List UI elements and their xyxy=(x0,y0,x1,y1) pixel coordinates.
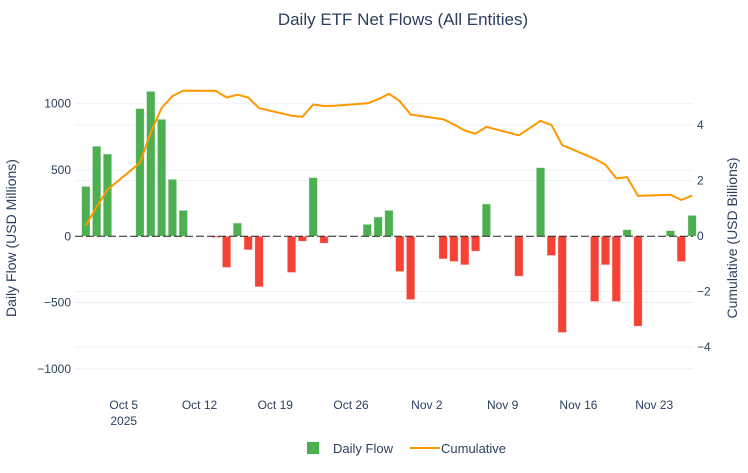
y-tick-label: 0 xyxy=(64,229,71,243)
flow-bar xyxy=(665,230,676,237)
flow-bar xyxy=(589,235,600,303)
flow-bar xyxy=(557,235,567,334)
flow-bar xyxy=(221,235,232,268)
flow-bar xyxy=(687,214,697,237)
x-tick-label: Nov 23 xyxy=(635,398,673,412)
flow-bar xyxy=(460,235,470,266)
x-tick-label: Nov 16 xyxy=(559,398,597,412)
flow-bar xyxy=(481,203,492,237)
flow-bar xyxy=(254,235,264,288)
flow-bar xyxy=(243,235,253,251)
flow-bar xyxy=(146,90,156,237)
y2-axis-title: Cumulative (USD Billions) xyxy=(724,157,740,318)
flow-bar xyxy=(470,235,481,252)
legend[interactable]: Daily Flow Cumulative xyxy=(307,441,506,456)
flow-bar xyxy=(405,235,416,301)
bars xyxy=(81,90,697,334)
flow-bar xyxy=(546,235,557,257)
flow-bar xyxy=(600,235,611,266)
flow-bar xyxy=(438,235,448,260)
x-tick-label: Nov 2 xyxy=(411,398,443,412)
y2-tick-label: 4 xyxy=(697,118,704,132)
x-tick-label: Oct 26 xyxy=(333,398,369,412)
flow-bar xyxy=(81,185,91,237)
flow-bar xyxy=(297,235,308,242)
chart-title: Daily ETF Net Flows (All Entities) xyxy=(278,10,528,29)
flow-bar xyxy=(449,235,459,262)
flow-bar xyxy=(286,235,297,273)
flow-bar xyxy=(384,209,394,237)
y-tick-label: −500 xyxy=(44,296,71,310)
x-tick-year: 2025 xyxy=(110,414,137,428)
y-tick-label: 1000 xyxy=(44,97,71,111)
x-tick-label: Oct 19 xyxy=(258,398,294,412)
flow-bar xyxy=(395,235,405,273)
axes: 1000 500 0 −500 −1000 4 2 0 −2 −4 Oct 5 2025 Oct 12 O… xyxy=(37,97,711,428)
x-tick-label: Oct 5 xyxy=(109,398,138,412)
y2-tick-label: 0 xyxy=(697,229,704,243)
cumulative-line xyxy=(84,89,693,227)
y-tick-label: −1000 xyxy=(37,362,71,376)
flow-bar xyxy=(514,235,524,277)
y2-tick-label: −4 xyxy=(697,340,711,354)
flow-bar xyxy=(178,209,188,237)
flow-bar xyxy=(633,235,643,327)
flow-bar xyxy=(373,216,383,237)
flow-bar xyxy=(135,108,145,237)
flow-bar xyxy=(611,235,622,303)
flow-bar xyxy=(362,223,373,237)
cumulative-line-group xyxy=(84,89,693,227)
legend-cumulative-label[interactable]: Cumulative xyxy=(441,441,506,456)
flow-bar xyxy=(167,178,178,237)
flow-bar xyxy=(319,235,329,244)
gridlines xyxy=(75,103,693,370)
legend-daily-flow-label[interactable]: Daily Flow xyxy=(333,441,394,456)
x-tick-label: Nov 9 xyxy=(487,398,519,412)
flow-bar xyxy=(308,177,318,237)
flow-bar xyxy=(156,118,167,237)
flow-bar xyxy=(91,145,102,237)
x-tick-label: Oct 12 xyxy=(182,398,218,412)
y2-tick-label: 2 xyxy=(697,174,704,188)
y-tick-label: 500 xyxy=(51,163,71,177)
y-axis-title: Daily Flow (USD Millions) xyxy=(3,159,19,317)
flow-bar xyxy=(622,229,632,237)
flow-bar xyxy=(676,235,686,262)
flow-bar xyxy=(232,222,243,237)
y2-tick-label: −2 xyxy=(697,285,711,299)
flow-bar xyxy=(535,167,546,237)
legend-daily-flow-swatch xyxy=(307,442,319,454)
flow-bar xyxy=(211,235,221,238)
